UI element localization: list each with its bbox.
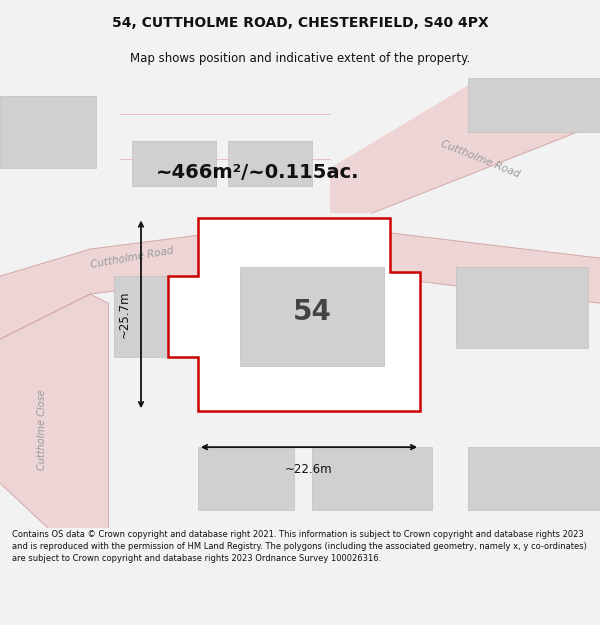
Bar [312,447,432,510]
Polygon shape [330,78,600,213]
Bar [468,447,600,510]
Text: ~25.7m: ~25.7m [118,291,131,338]
Text: 54, CUTTHOLME ROAD, CHESTERFIELD, S40 4PX: 54, CUTTHOLME ROAD, CHESTERFIELD, S40 4P… [112,16,488,31]
Bar [456,267,588,348]
Bar [114,276,186,357]
Polygon shape [0,222,600,339]
Text: ~466m²/~0.115ac.: ~466m²/~0.115ac. [156,163,360,182]
Bar [0,96,96,168]
Text: Map shows position and indicative extent of the property.: Map shows position and indicative extent… [130,52,470,65]
Text: Contains OS data © Crown copyright and database right 2021. This information is : Contains OS data © Crown copyright and d… [12,530,587,562]
Text: ~22.6m: ~22.6m [285,463,333,476]
Polygon shape [168,217,420,411]
Bar [468,78,600,132]
Bar [198,447,294,510]
Text: Cuttholme Road: Cuttholme Road [89,246,175,271]
Bar [240,267,384,366]
Text: Cuttholme Close: Cuttholme Close [37,389,47,469]
Text: Cuttholme Road: Cuttholme Road [439,139,521,179]
Polygon shape [0,294,108,528]
Bar [228,141,312,186]
Bar [132,141,216,186]
Text: 54: 54 [293,298,331,326]
